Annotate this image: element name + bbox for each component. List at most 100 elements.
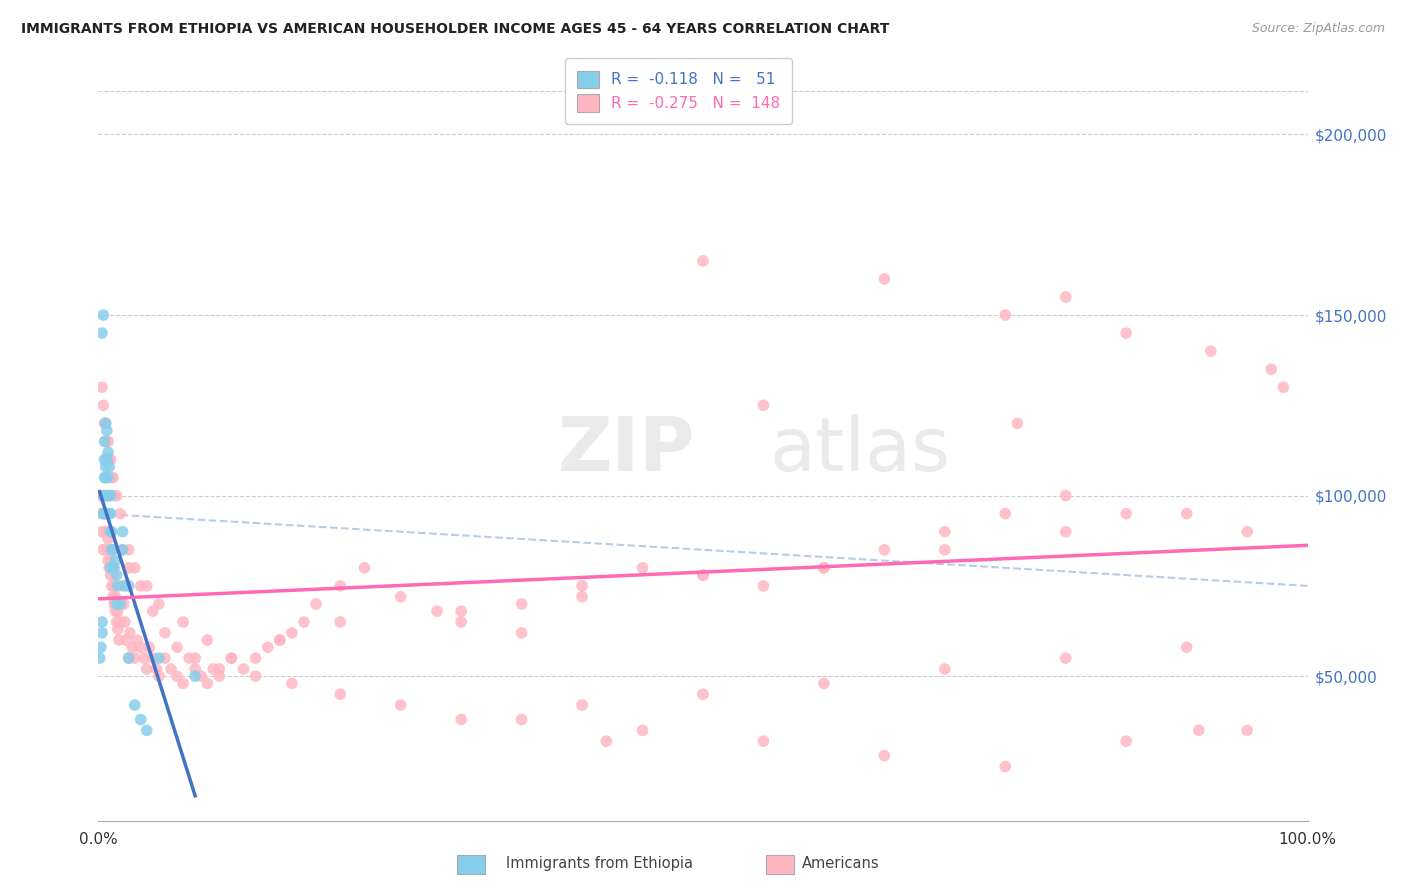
Point (112, 597, 135, 611)
Point (93, 470, 115, 484)
Point (994, 507, 1017, 521)
Point (96, 524, 118, 539)
Point (98, 542, 121, 557)
Text: Americans: Americans (801, 856, 879, 871)
Point (571, 698, 593, 712)
Point (91, 489, 114, 503)
Point (148, 669, 170, 683)
Point (1007, 417, 1029, 431)
Point (166, 640, 188, 655)
Point (108, 507, 131, 521)
Point (97, 470, 120, 484)
Point (94, 470, 117, 484)
Point (329, 687, 352, 701)
Point (103, 489, 125, 503)
Point (692, 568, 714, 582)
Point (160, 662, 183, 676)
Point (97, 489, 120, 503)
Point (96, 434, 118, 449)
Point (172, 676, 194, 690)
Point (118, 651, 141, 665)
Point (1054, 489, 1077, 503)
Point (195, 633, 218, 648)
Point (93, 452, 115, 467)
Point (108, 597, 131, 611)
Point (104, 553, 127, 567)
Point (93, 507, 115, 521)
Point (202, 662, 225, 676)
Point (873, 542, 896, 557)
Point (934, 662, 956, 676)
Point (1199, 344, 1222, 359)
Point (145, 662, 167, 676)
Point (631, 723, 654, 738)
Point (94, 459, 117, 474)
Point (148, 651, 170, 665)
Point (571, 579, 593, 593)
Point (127, 633, 149, 648)
Point (692, 687, 714, 701)
Point (269, 633, 291, 648)
Point (98, 489, 121, 503)
Point (91, 615, 114, 629)
Point (124, 561, 146, 575)
Point (100, 561, 122, 575)
Point (510, 625, 533, 640)
Point (101, 470, 124, 484)
Point (221, 651, 243, 665)
Point (142, 651, 165, 665)
Point (93, 417, 115, 431)
Text: atlas: atlas (769, 414, 950, 487)
Point (111, 524, 134, 539)
Point (190, 669, 212, 683)
Point (91, 380, 114, 394)
Point (105, 489, 128, 503)
Point (129, 713, 152, 727)
Point (97, 532, 120, 546)
Point (245, 651, 267, 665)
Point (138, 640, 160, 655)
Point (100, 507, 122, 521)
Text: Source: ZipAtlas.com: Source: ZipAtlas.com (1251, 22, 1385, 36)
Point (101, 561, 124, 575)
Point (450, 713, 472, 727)
Point (100, 489, 122, 503)
Point (450, 604, 472, 618)
Point (389, 590, 412, 604)
Point (90, 507, 112, 521)
Point (305, 597, 328, 611)
Point (101, 590, 124, 604)
Point (94, 417, 117, 431)
Text: IMMIGRANTS FROM ETHIOPIA VS AMERICAN HOUSEHOLDER INCOME AGES 45 - 64 YEARS CORRE: IMMIGRANTS FROM ETHIOPIA VS AMERICAN HOU… (21, 22, 890, 37)
Point (107, 622, 129, 636)
Point (111, 542, 134, 557)
Point (98, 507, 121, 521)
Point (89, 651, 111, 665)
Point (1054, 290, 1077, 304)
Point (121, 640, 143, 655)
Point (184, 669, 207, 683)
Point (153, 651, 176, 665)
Point (114, 615, 136, 629)
Point (1054, 651, 1077, 665)
Point (752, 734, 775, 748)
Point (101, 542, 124, 557)
Point (91, 308, 114, 322)
Legend: R =  -0.118   N =   51, R =  -0.275   N =  148: R = -0.118 N = 51, R = -0.275 N = 148 (565, 58, 793, 124)
Point (1115, 507, 1137, 521)
Point (93, 507, 115, 521)
Point (179, 651, 201, 665)
Point (1188, 723, 1211, 738)
Point (1175, 640, 1198, 655)
Point (108, 615, 131, 629)
Point (873, 272, 896, 286)
Point (107, 604, 129, 618)
Point (195, 676, 218, 690)
Point (281, 625, 304, 640)
Point (108, 633, 131, 648)
Point (118, 542, 141, 557)
Point (100, 452, 122, 467)
Point (124, 698, 146, 712)
Point (91, 625, 114, 640)
Point (111, 579, 134, 593)
